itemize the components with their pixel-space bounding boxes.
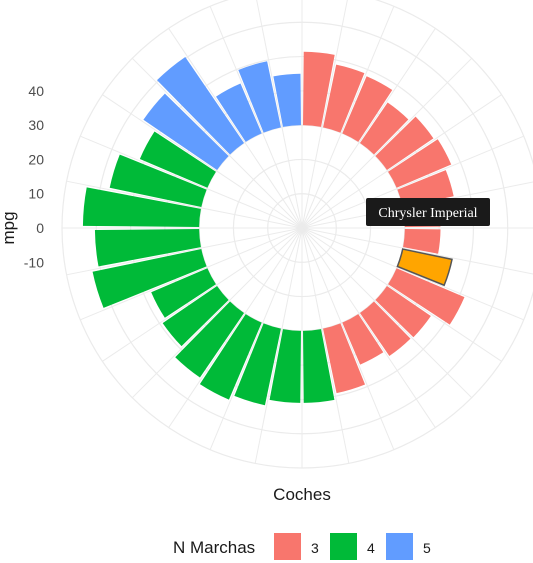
grid-spoke [66,180,303,229]
grid-spoke [301,28,436,229]
grid-spoke [301,227,395,450]
bar-series-4[interactable] [269,329,301,403]
legend-label: 5 [423,540,431,556]
tooltip-text: Chrysler Imperial [378,206,477,221]
grid-spoke [102,227,303,362]
bar-series-4[interactable] [94,229,201,267]
grid-spoke [256,0,303,229]
grid-spoke [301,135,524,229]
grid-ring [129,55,475,401]
bars [82,51,465,406]
bar-series-3[interactable] [303,51,335,127]
grid-spoke [131,227,303,399]
grid-spoke [301,94,502,229]
y-tick-label: -10 [24,254,44,270]
grid-spoke [131,57,303,229]
grid-ring [198,124,406,332]
bar-series-3[interactable] [359,102,409,155]
legend-title: N Marchas [173,538,255,557]
legend-label: 4 [367,540,375,556]
bar-series-5[interactable] [157,56,245,155]
grid-ring [267,193,337,263]
grid [61,0,533,469]
grid-ring [61,0,533,469]
legend-key [330,533,357,560]
bar-series-3[interactable] [403,229,441,254]
bar-series-5[interactable] [238,61,281,133]
bar-series-4[interactable] [151,268,216,318]
bar-series-4[interactable] [175,301,245,378]
grid-spoke [301,227,473,399]
bar-series-4[interactable] [109,154,207,207]
legend-items: 3 4 5 [274,533,431,560]
bar-series-3[interactable] [323,64,365,133]
bar-series-5[interactable] [143,93,229,171]
bar-series-3[interactable] [375,116,434,171]
bar-series-3[interactable] [388,139,452,188]
y-tick-label: 0 [36,220,44,236]
grid-spoke [301,227,502,362]
bar-series-4[interactable] [82,187,201,227]
grid-spoke [301,227,524,321]
grid-spoke [301,6,395,229]
y-axis-ticks: 40 30 20 10 0 -10 [24,83,44,270]
bar-series-4[interactable] [199,314,262,400]
grid-spoke [254,227,303,464]
y-axis-title: mpg [0,211,18,244]
y-tick-label: 30 [28,117,44,133]
bar-series-4[interactable] [139,131,216,188]
legend: N Marchas 3 4 5 [173,533,431,560]
grid-spoke [301,0,348,229]
tooltip: Chrysler Imperial [366,198,490,226]
grid-spoke [209,227,303,450]
grid-spoke [301,227,436,428]
bar-series-4[interactable] [162,285,229,347]
legend-key [274,533,301,560]
y-tick-label: 20 [28,151,44,167]
x-axis-title: Coches [273,485,331,504]
legend-key [386,533,413,560]
bar-series-4[interactable] [234,323,281,406]
bar-series-3[interactable] [342,314,384,365]
grid-ring [95,21,509,435]
bar-series-5[interactable] [216,83,262,142]
bar-series-3[interactable] [375,285,431,338]
bar-series-3[interactable] [342,76,393,142]
grid-spoke [301,227,350,464]
grid-ring [232,158,372,298]
grid-spoke [168,28,303,229]
grid-spoke [168,227,303,428]
bar-series-5[interactable] [273,73,301,127]
grid-spoke [80,227,303,321]
bar-highlighted[interactable] [396,248,453,287]
grid-ring [164,90,440,366]
grid-spoke [301,227,533,275]
tooltip-box [366,198,490,226]
grid-spoke [102,94,303,229]
grid-spoke [301,57,473,229]
bar-series-4[interactable] [92,249,207,308]
bar-series-4[interactable] [303,329,335,403]
grid-spoke [66,227,303,276]
bar-series-3[interactable] [323,323,366,394]
y-tick-label: 10 [28,186,44,202]
y-tick-label: 40 [28,83,44,99]
bar-series-3[interactable] [388,268,465,325]
bar-series-3[interactable] [359,301,411,357]
legend-label: 3 [311,540,319,556]
grid-spoke [209,6,303,229]
grid-spoke [80,135,303,229]
bar-series-3[interactable] [397,170,454,207]
